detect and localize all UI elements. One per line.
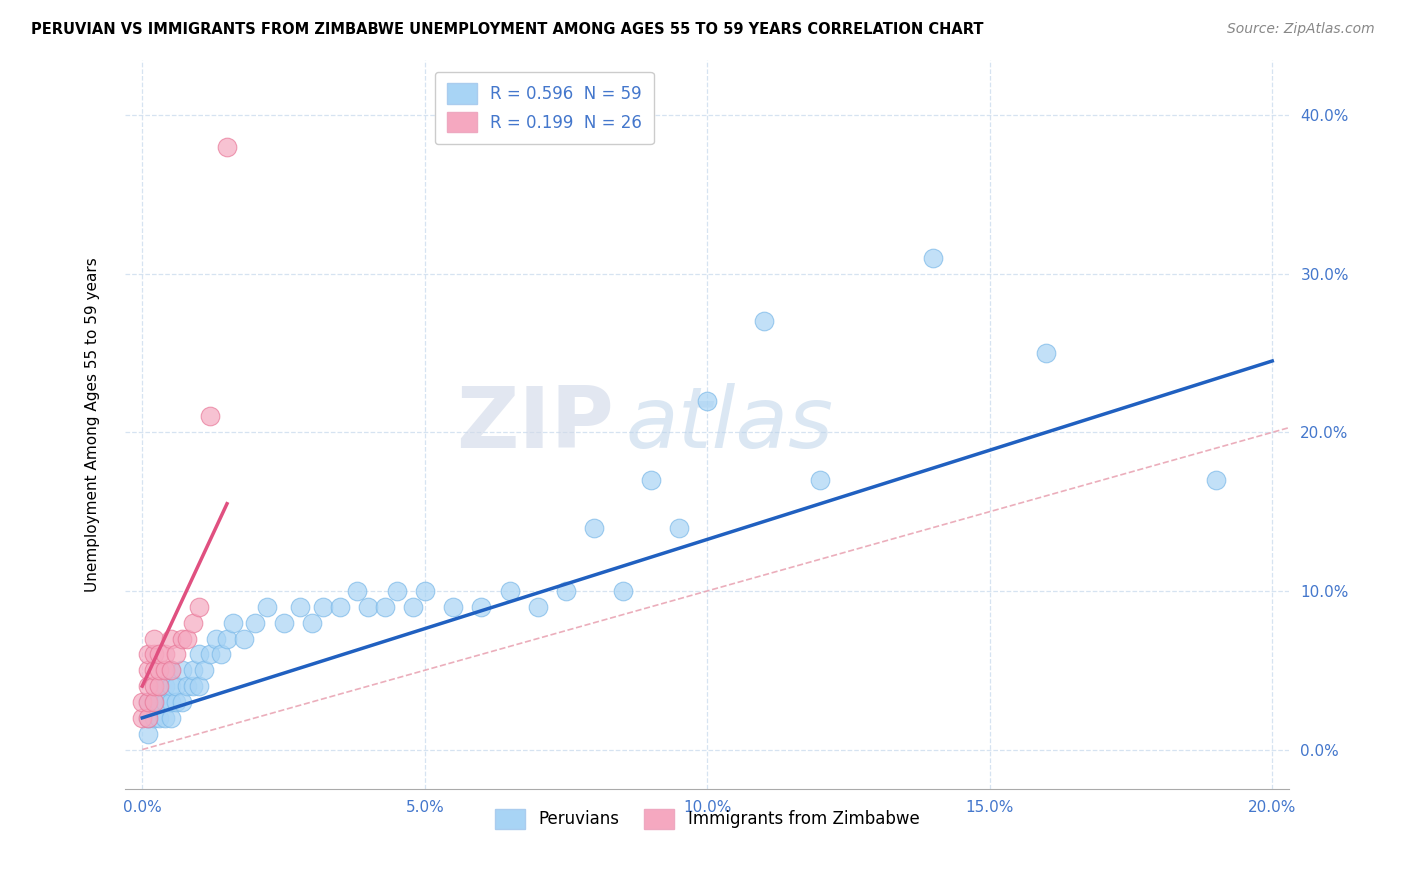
Point bbox=[165, 679, 187, 693]
Point bbox=[170, 632, 193, 646]
Point bbox=[402, 599, 425, 614]
Text: atlas: atlas bbox=[626, 383, 834, 466]
Text: PERUVIAN VS IMMIGRANTS FROM ZIMBABWE UNEMPLOYMENT AMONG AGES 55 TO 59 YEARS CORR: PERUVIAN VS IMMIGRANTS FROM ZIMBABWE UNE… bbox=[31, 22, 983, 37]
Point bbox=[148, 679, 170, 693]
Point bbox=[159, 711, 181, 725]
Point bbox=[198, 409, 221, 424]
Point bbox=[181, 679, 204, 693]
Point bbox=[142, 695, 165, 709]
Point bbox=[245, 615, 267, 630]
Point bbox=[148, 663, 170, 677]
Point bbox=[148, 695, 170, 709]
Point bbox=[215, 632, 238, 646]
Point bbox=[153, 695, 176, 709]
Point bbox=[165, 695, 187, 709]
Y-axis label: Unemployment Among Ages 55 to 59 years: Unemployment Among Ages 55 to 59 years bbox=[86, 257, 100, 591]
Point bbox=[181, 663, 204, 677]
Point bbox=[170, 663, 193, 677]
Point bbox=[290, 599, 312, 614]
Point bbox=[555, 584, 578, 599]
Point bbox=[329, 599, 352, 614]
Point bbox=[1035, 346, 1057, 360]
Point bbox=[612, 584, 634, 599]
Point bbox=[193, 663, 215, 677]
Point bbox=[153, 648, 176, 662]
Point bbox=[142, 695, 165, 709]
Legend: Peruvians, Immigrants from Zimbabwe: Peruvians, Immigrants from Zimbabwe bbox=[488, 802, 927, 836]
Point bbox=[153, 663, 176, 677]
Point bbox=[136, 695, 159, 709]
Point bbox=[526, 599, 548, 614]
Point bbox=[198, 648, 221, 662]
Point bbox=[204, 632, 226, 646]
Point bbox=[498, 584, 520, 599]
Point bbox=[385, 584, 408, 599]
Point bbox=[312, 599, 335, 614]
Point bbox=[159, 679, 181, 693]
Point bbox=[176, 632, 198, 646]
Point bbox=[640, 473, 662, 487]
Point bbox=[153, 679, 176, 693]
Point bbox=[441, 599, 464, 614]
Point bbox=[148, 679, 170, 693]
Point bbox=[153, 711, 176, 725]
Point bbox=[142, 648, 165, 662]
Point bbox=[187, 599, 209, 614]
Point bbox=[136, 663, 159, 677]
Point bbox=[209, 648, 232, 662]
Point bbox=[413, 584, 436, 599]
Point bbox=[187, 679, 209, 693]
Point bbox=[752, 314, 775, 328]
Point bbox=[136, 711, 159, 725]
Point bbox=[131, 711, 153, 725]
Point bbox=[136, 695, 159, 709]
Point bbox=[233, 632, 256, 646]
Point bbox=[142, 663, 165, 677]
Point bbox=[148, 648, 170, 662]
Point bbox=[357, 599, 380, 614]
Point bbox=[470, 599, 492, 614]
Point bbox=[136, 727, 159, 741]
Point bbox=[221, 615, 243, 630]
Point bbox=[159, 695, 181, 709]
Point bbox=[159, 663, 181, 677]
Point bbox=[1205, 473, 1227, 487]
Point bbox=[668, 520, 690, 534]
Point bbox=[215, 140, 238, 154]
Point bbox=[374, 599, 396, 614]
Point bbox=[176, 679, 198, 693]
Point bbox=[159, 663, 181, 677]
Point bbox=[131, 695, 153, 709]
Point bbox=[142, 679, 165, 693]
Point bbox=[301, 615, 323, 630]
Point bbox=[136, 679, 159, 693]
Point bbox=[142, 711, 165, 725]
Point bbox=[142, 632, 165, 646]
Point bbox=[273, 615, 295, 630]
Point bbox=[136, 648, 159, 662]
Point bbox=[165, 648, 187, 662]
Text: ZIP: ZIP bbox=[457, 383, 614, 466]
Point bbox=[187, 648, 209, 662]
Point bbox=[136, 711, 159, 725]
Point bbox=[256, 599, 278, 614]
Text: Source: ZipAtlas.com: Source: ZipAtlas.com bbox=[1227, 22, 1375, 37]
Point bbox=[181, 615, 204, 630]
Point bbox=[148, 711, 170, 725]
Point bbox=[808, 473, 831, 487]
Point bbox=[170, 695, 193, 709]
Point bbox=[159, 632, 181, 646]
Point bbox=[583, 520, 606, 534]
Point bbox=[346, 584, 368, 599]
Point bbox=[696, 393, 718, 408]
Point bbox=[922, 251, 945, 265]
